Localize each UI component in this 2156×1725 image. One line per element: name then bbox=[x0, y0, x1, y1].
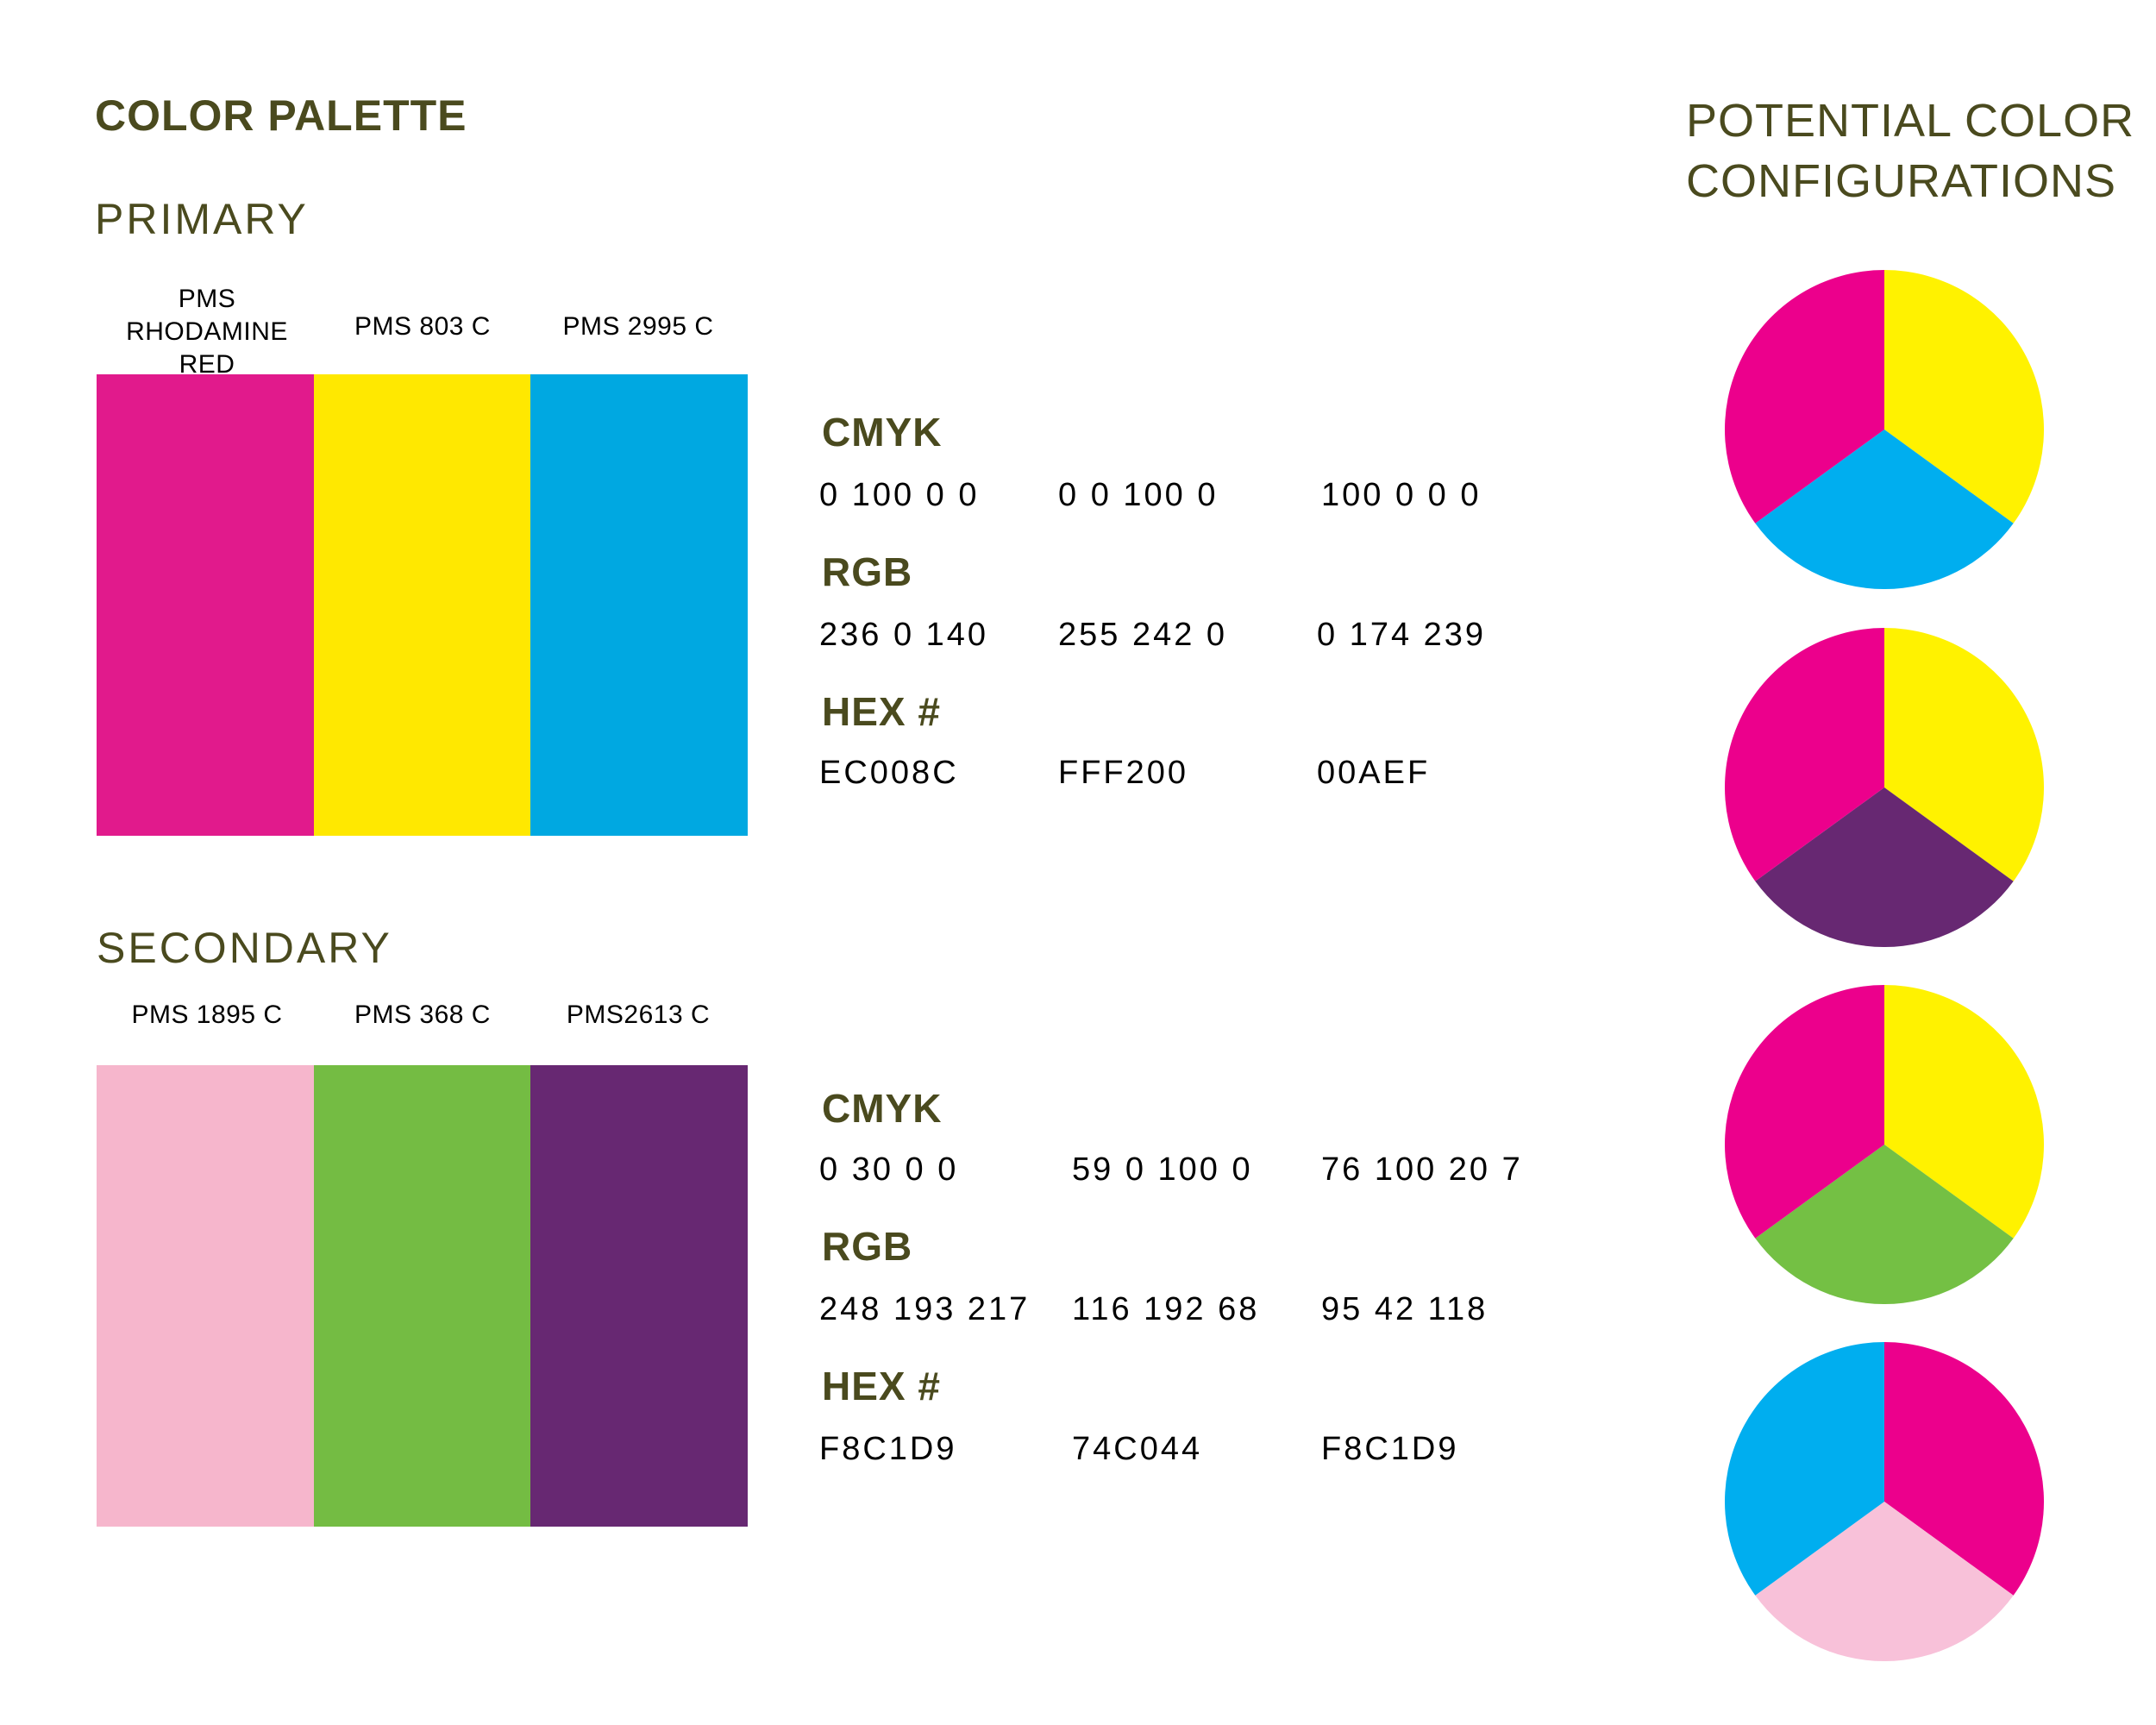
secondary-cmyk-label: CMYK bbox=[822, 1086, 943, 1131]
configuration-pie-1 bbox=[1725, 270, 2044, 589]
primary-cmyk-value-1: 0 100 0 0 bbox=[819, 477, 980, 513]
configurations-title: POTENTIAL COLOR CONFIGURATIONS bbox=[1686, 91, 2134, 211]
secondary-cmyk-value-2: 59 0 100 0 bbox=[1072, 1151, 1253, 1188]
primary-cmyk-value-3: 100 0 0 0 bbox=[1321, 477, 1482, 513]
secondary-rgb-value-3: 95 42 118 bbox=[1321, 1291, 1489, 1327]
primary-swatch-label-1-line1: PMS bbox=[178, 285, 236, 313]
secondary-rgb-value-1: 248 193 217 bbox=[819, 1291, 1031, 1327]
pie-right-wedge bbox=[1884, 1342, 2044, 1596]
pie-left-wedge bbox=[1725, 985, 1884, 1239]
primary-swatch-label-1: PMS RHODAMINE RED bbox=[99, 283, 315, 381]
secondary-hex-label: HEX # bbox=[822, 1364, 941, 1408]
primary-cmyk-label: CMYK bbox=[822, 410, 943, 455]
secondary-heading: SECONDARY bbox=[97, 924, 392, 972]
secondary-hex-value-1: F8C1D9 bbox=[819, 1431, 957, 1467]
primary-hex-value-2: FFF200 bbox=[1058, 755, 1189, 791]
pie-bottom-wedge bbox=[1755, 430, 2014, 589]
primary-hex-value-3: 00AEF bbox=[1317, 755, 1431, 791]
secondary-swatch-2613 bbox=[530, 1065, 749, 1527]
primary-swatch-803 bbox=[313, 374, 531, 836]
primary-hex-value-1: EC008C bbox=[819, 755, 959, 791]
secondary-swatch-1895 bbox=[97, 1065, 314, 1527]
primary-heading: PRIMARY bbox=[95, 195, 309, 243]
configurations-title-line2: CONFIGURATIONS bbox=[1686, 155, 2116, 207]
primary-rgb-value-3: 0 174 239 bbox=[1317, 617, 1487, 653]
primary-rgb-value-1: 236 0 140 bbox=[819, 617, 989, 653]
pie-left-wedge bbox=[1725, 1342, 1884, 1596]
pie-bottom-wedge bbox=[1755, 1502, 2014, 1661]
secondary-hex-value-3: F8C1D9 bbox=[1321, 1431, 1459, 1467]
primary-cmyk-value-2: 0 0 100 0 bbox=[1058, 477, 1219, 513]
primary-swatch-rhodamine-red bbox=[97, 374, 314, 836]
secondary-cmyk-value-3: 76 100 20 7 bbox=[1321, 1151, 1523, 1188]
secondary-swatch-row bbox=[97, 1065, 749, 1527]
primary-swatch-2995 bbox=[530, 374, 749, 836]
pie-left-wedge bbox=[1725, 270, 1884, 524]
pie-bottom-wedge bbox=[1755, 787, 2014, 947]
primary-swatch-label-2: PMS 803 C bbox=[354, 312, 491, 341]
primary-swatch-label-1-line2: RHODAMINE RED bbox=[126, 317, 288, 379]
configuration-pie-4 bbox=[1725, 1342, 2044, 1661]
secondary-swatch-label-2: PMS 368 C bbox=[354, 1000, 491, 1029]
pie-bottom-wedge bbox=[1755, 1145, 2014, 1304]
configuration-pie-3 bbox=[1725, 985, 2044, 1304]
configurations-title-line1: POTENTIAL COLOR bbox=[1686, 95, 2135, 147]
secondary-rgb-label: RGB bbox=[822, 1224, 913, 1269]
primary-swatch-row bbox=[97, 374, 749, 836]
secondary-cmyk-value-1: 0 30 0 0 bbox=[819, 1151, 959, 1188]
secondary-hex-value-2: 74C044 bbox=[1072, 1431, 1203, 1467]
pie-right-wedge bbox=[1884, 270, 2044, 524]
primary-rgb-value-2: 255 242 0 bbox=[1058, 617, 1228, 653]
secondary-rgb-value-2: 116 192 68 bbox=[1072, 1291, 1260, 1327]
page-title: COLOR PALETTE bbox=[95, 91, 467, 140]
pie-left-wedge bbox=[1725, 628, 1884, 881]
pie-right-wedge bbox=[1884, 628, 2044, 881]
secondary-swatch-label-1: PMS 1895 C bbox=[131, 1000, 283, 1029]
configuration-pie-2 bbox=[1725, 628, 2044, 947]
secondary-swatch-label-3: PMS2613 C bbox=[566, 1000, 711, 1029]
primary-swatch-label-3: PMS 2995 C bbox=[562, 312, 714, 341]
primary-hex-label: HEX # bbox=[822, 689, 941, 734]
pie-right-wedge bbox=[1884, 985, 2044, 1239]
secondary-swatch-368 bbox=[313, 1065, 531, 1527]
primary-rgb-label: RGB bbox=[822, 549, 913, 594]
